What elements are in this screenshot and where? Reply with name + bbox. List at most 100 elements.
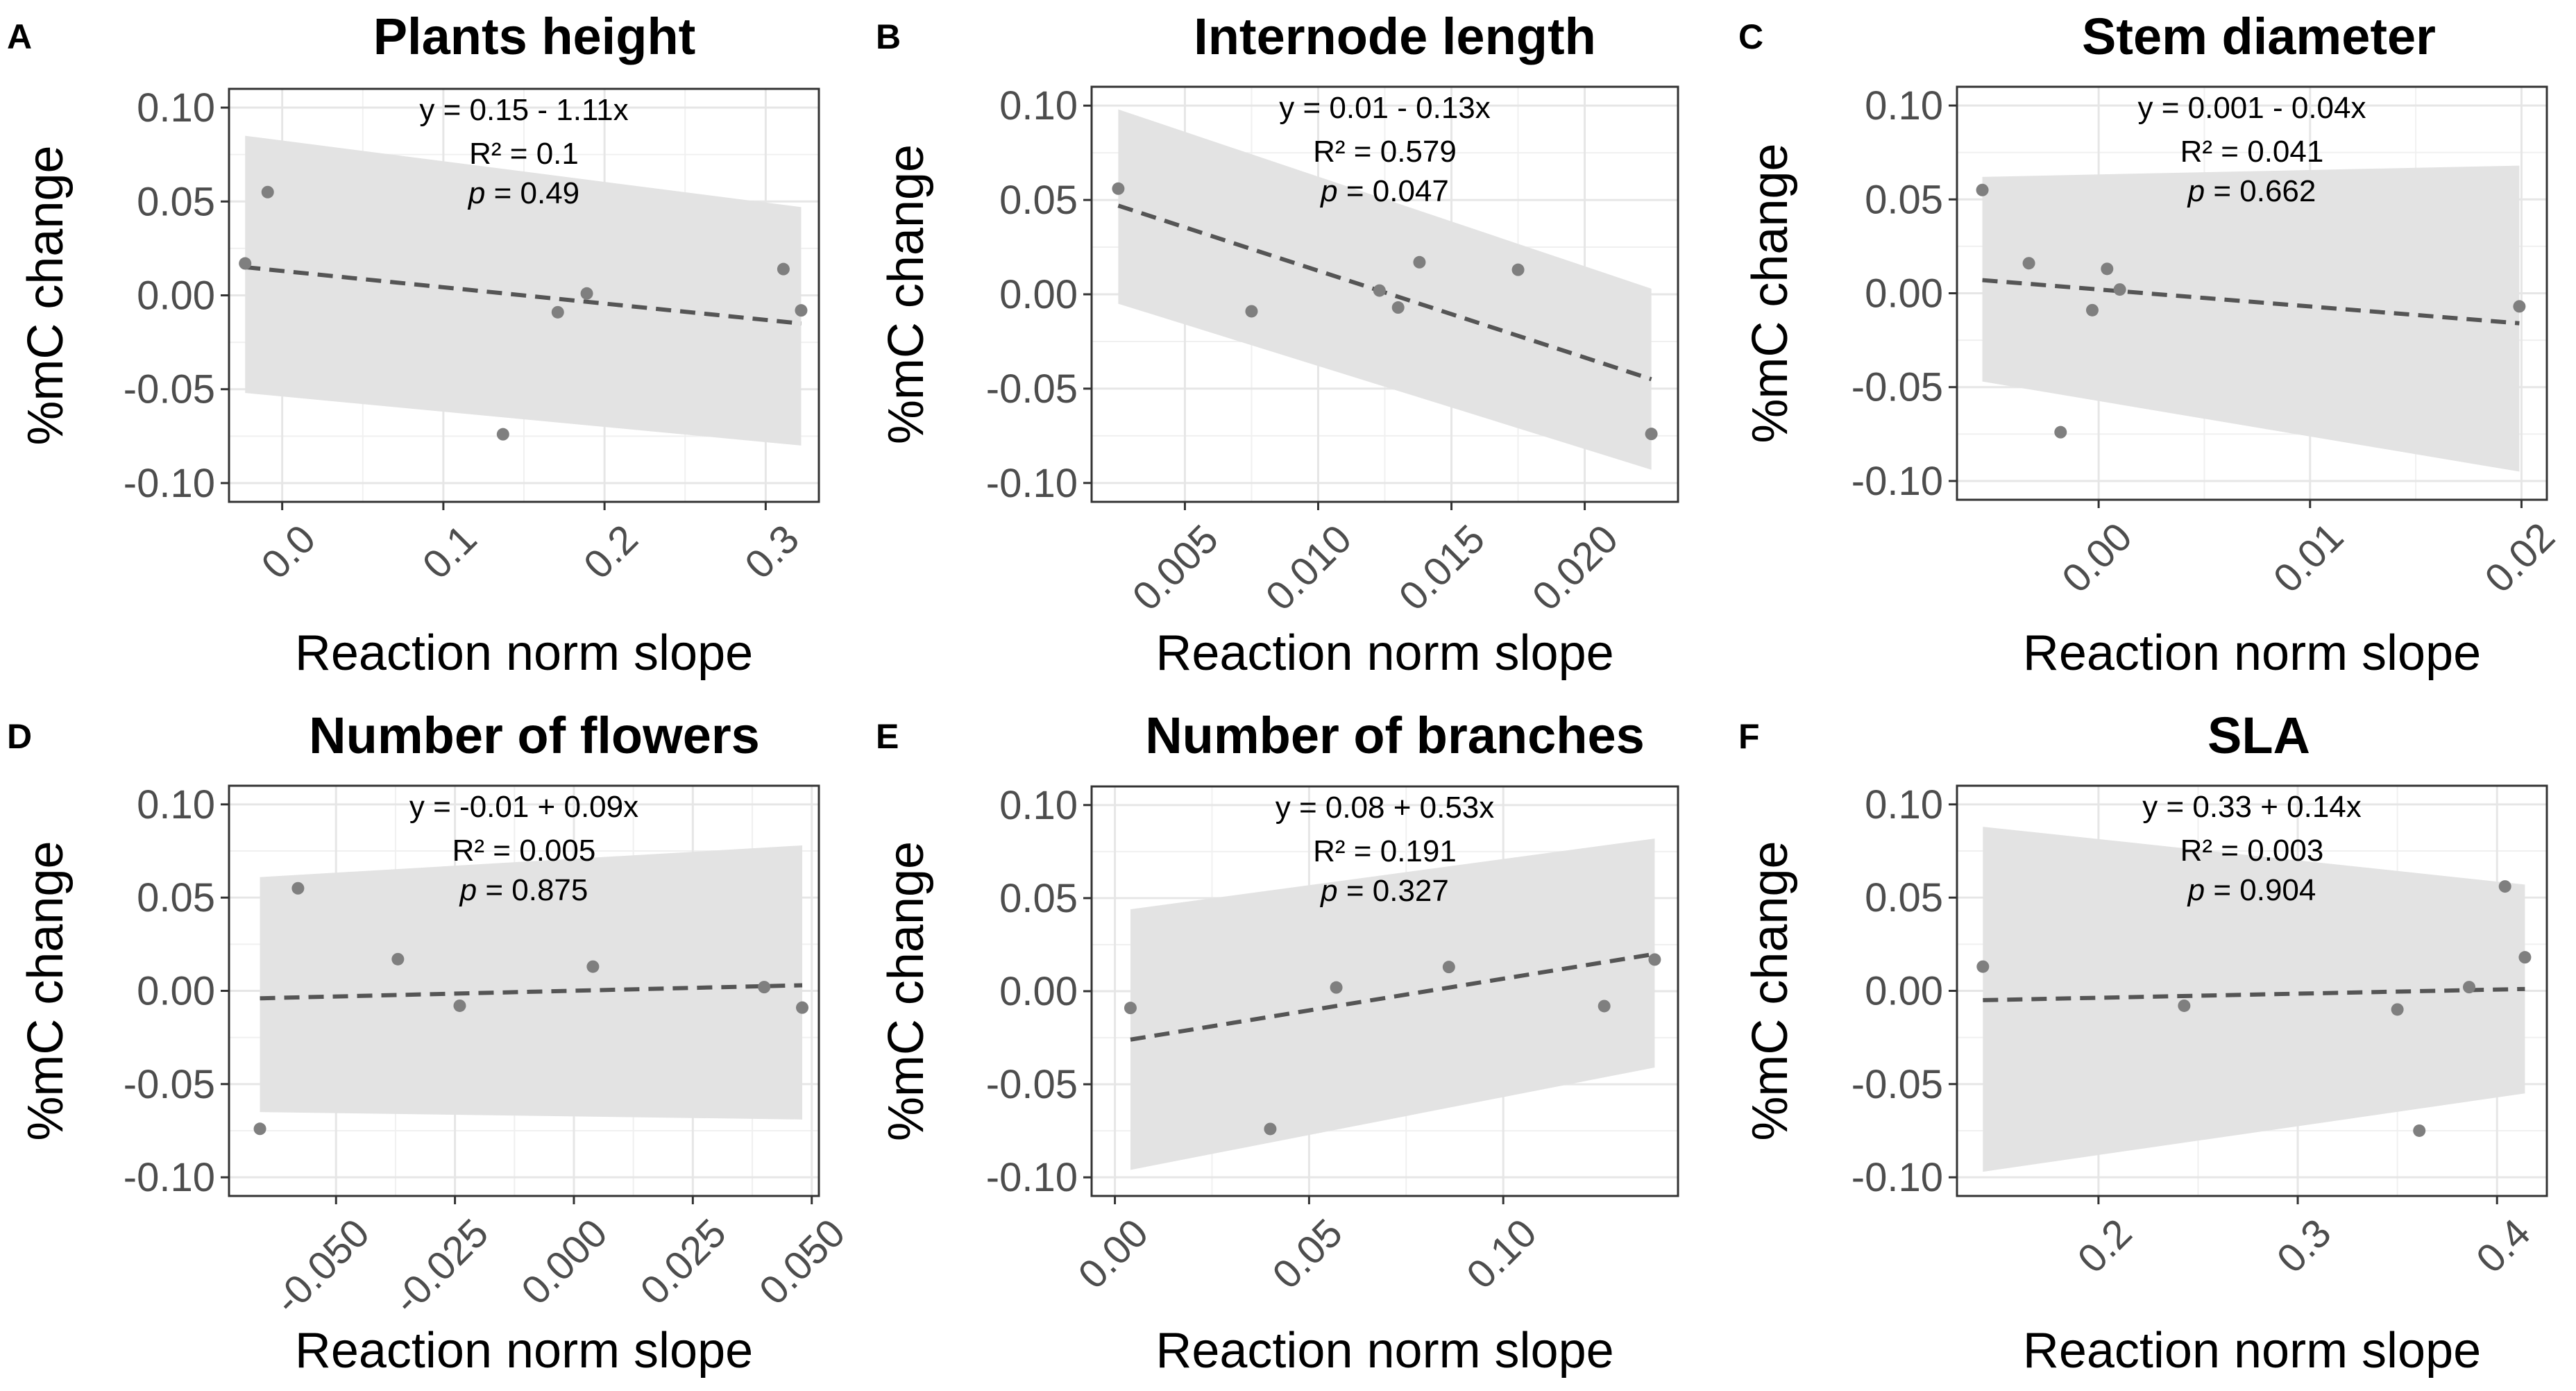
y-tick-label: -0.10 (1852, 1155, 1943, 1200)
x-tick-label: -0.025 (384, 1211, 497, 1323)
regression-line (1130, 952, 1655, 1042)
confidence-ribbon (1982, 165, 2520, 472)
data-point (2113, 283, 2126, 296)
data-point (239, 257, 252, 270)
p-space (477, 873, 485, 907)
data-point (1976, 183, 1989, 196)
p-value-label: p = 0.875 (459, 873, 588, 907)
data-point (1645, 428, 1658, 441)
data-point (2085, 303, 2099, 317)
x-tick-label: 0.00 (2053, 514, 2141, 602)
y-tick-label: 0.05 (137, 875, 215, 920)
p-value: = 0.047 (1346, 174, 1449, 208)
panel-title: Plants height (373, 8, 696, 65)
regression-line (260, 983, 803, 1001)
regression-line (1982, 278, 2520, 326)
y-tick-label: 0.10 (1865, 782, 1943, 827)
y-axis-title: %mC change (879, 841, 934, 1141)
x-tick-label: 0.020 (1524, 516, 1627, 620)
data-point (1598, 1000, 1611, 1013)
y-tick-label: -0.05 (986, 1062, 1078, 1107)
data-point (261, 185, 274, 199)
r-squared-label: R² = 0.005 (452, 834, 596, 868)
p-value-label: p = 0.327 (1319, 874, 1449, 908)
y-tick-label: 0.10 (999, 783, 1078, 828)
x-tick-label: 0.2 (575, 516, 647, 588)
p-value: = 0.904 (2213, 873, 2316, 907)
confidence-ribbon (260, 845, 803, 1120)
panel-title: Number of flowers (309, 707, 760, 764)
data-point (1245, 305, 1258, 318)
y-tick-label: 0.10 (999, 83, 1078, 128)
equation-label: y = 0.08 + 0.53x (1276, 791, 1495, 825)
x-axis-title: Reaction norm slope (1155, 1323, 1613, 1379)
y-tick-label: -0.05 (1852, 1062, 1943, 1107)
data-point (1330, 981, 1343, 994)
equation-label: y = 0.01 - 0.13x (1279, 91, 1491, 125)
y-tick-label: 0.05 (999, 178, 1078, 223)
x-axis-title: Reaction norm slope (295, 625, 753, 681)
p-symbol: p (2187, 873, 2205, 907)
p-space (485, 176, 493, 210)
data-point (1442, 961, 1455, 974)
x-axis-title: Reaction norm slope (2023, 625, 2481, 681)
x-tick-label: 0.025 (632, 1211, 735, 1314)
y-axis-title: %mC change (879, 144, 934, 444)
y-tick-label: 0.00 (137, 273, 215, 319)
y-tick-label: 0.00 (137, 969, 215, 1014)
panel-letter: C (1738, 17, 1763, 56)
panel-f: 0.10 0.05 0.00 -0.05 -0.10 0.2 0.3 0.4 F SLA React… (1738, 707, 2548, 1379)
r-squared-label: R² = 0.579 (1313, 135, 1457, 169)
y-tick-label: 0.05 (1865, 177, 1943, 222)
y-axis-title: %mC change (1743, 841, 1798, 1140)
data-point (2101, 262, 2114, 276)
x-tick-label: 0.0 (253, 516, 324, 588)
p-value-label: p = 0.49 (467, 176, 579, 210)
y-tick-label: -0.10 (986, 461, 1078, 506)
data-point (777, 262, 790, 276)
data-point (2178, 999, 2191, 1012)
y-tick-label: -0.05 (986, 366, 1078, 412)
data-point (2391, 1003, 2404, 1016)
p-value: = 0.327 (1346, 874, 1449, 908)
data-point (586, 960, 600, 973)
x-tick-label: 0.05 (1264, 1211, 1351, 1298)
data-point (758, 981, 771, 994)
panel-b: 0.10 0.05 0.00 -0.05 -0.10 0.005 0.010 0.015 0.0… (876, 8, 1679, 681)
panel-title: Internode length (1194, 8, 1596, 65)
data-point (1413, 255, 1426, 269)
data-point (2513, 300, 2526, 313)
x-axis-title: Reaction norm slope (295, 1323, 753, 1379)
data-point (795, 304, 808, 317)
y-tick-label: 0.05 (1865, 875, 1943, 920)
equation-label: y = -0.01 + 0.09x (409, 790, 638, 824)
x-tick-label: 0.3 (736, 516, 808, 588)
y-tick-label: -0.05 (1852, 365, 1943, 410)
y-tick-label: 0.10 (137, 782, 215, 827)
p-symbol: p (1319, 174, 1337, 208)
x-axis-title: Reaction norm slope (2023, 1323, 2481, 1379)
p-symbol: p (467, 176, 485, 210)
data-point (496, 428, 509, 441)
y-tick-label: 0.10 (1865, 83, 1943, 128)
panel-letter: D (7, 717, 32, 756)
x-tick-label: 0.005 (1124, 516, 1227, 620)
data-point (291, 882, 305, 895)
p-symbol: p (2187, 174, 2205, 208)
data-point (2054, 425, 2067, 439)
x-tick-label: 0.4 (2468, 1211, 2539, 1282)
data-point (1112, 182, 1125, 195)
y-axis-title: %mC change (1743, 143, 1798, 443)
data-point (1648, 953, 1661, 966)
p-symbol: p (1319, 874, 1337, 908)
data-point (453, 999, 466, 1012)
panel-letter: E (876, 717, 899, 756)
y-tick-label: -0.10 (986, 1155, 1078, 1200)
data-point (1391, 301, 1405, 314)
r-squared-label: R² = 0.191 (1313, 834, 1457, 868)
y-axis-title: %mC change (18, 841, 74, 1140)
panel-letter: A (7, 17, 32, 56)
data-point (796, 1001, 809, 1014)
r-squared-label: R² = 0.1 (469, 137, 579, 171)
